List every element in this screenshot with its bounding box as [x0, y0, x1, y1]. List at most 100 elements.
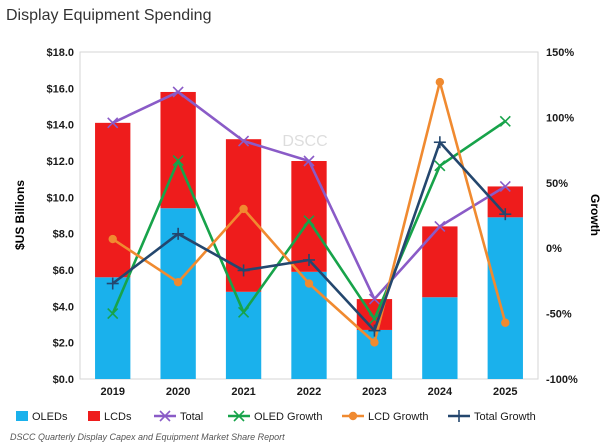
legend-item-total-growth: Total Growth: [448, 410, 536, 423]
legend-marker: [233, 410, 245, 422]
x-tick-label: 2022: [297, 386, 321, 398]
point-oled-growth: [107, 308, 119, 320]
point-oled-growth: [238, 306, 250, 318]
marker-stroke: [107, 308, 119, 320]
point-total: [172, 86, 184, 98]
point-total-growth: [499, 208, 512, 221]
marker-stroke: [159, 410, 171, 422]
legend-item-lcd-growth: LCD Growth: [342, 411, 429, 423]
marker-stroke: [368, 313, 380, 325]
chart-title: Display Equipment Spending: [6, 7, 211, 24]
point-total-growth: [433, 136, 446, 149]
x-tick-label: 2024: [428, 386, 453, 398]
point-lcd-growth: [435, 77, 445, 87]
legend-item-lcds: LCDs: [88, 411, 132, 423]
line-layer: [106, 77, 512, 347]
watermark-text: DSCC: [282, 133, 327, 150]
y2-tick-label: -100%: [546, 374, 578, 386]
legend-swatch: [16, 411, 28, 421]
point-lcd-growth: [304, 279, 314, 288]
left-axis: $0.0 $2.0 $4.0 $6.0 $8.0 $10.0 $12.0 $14.0 $16.0…: [46, 47, 74, 386]
point-total-growth: [368, 324, 381, 337]
source-note: DSCC Quarterly Display Capex and Equipme…: [10, 432, 285, 442]
point-lcd-growth: [108, 234, 117, 244]
y-tick-label: $12.0: [46, 156, 74, 168]
x-tick-label: 2025: [493, 386, 517, 398]
legend-marker: [159, 410, 171, 422]
marker-stroke: [303, 215, 315, 227]
marker-stroke: [368, 293, 380, 305]
marker-stroke: [303, 155, 315, 167]
right-axis: -100% -50% 0% 50% 100% 150%: [546, 47, 578, 386]
bar-oleds: [95, 277, 131, 379]
point-total: [303, 155, 315, 167]
point-total-growth: [237, 264, 250, 277]
x-tick-label: 2020: [166, 386, 190, 398]
legend-label: Total: [180, 411, 203, 423]
point-total: [368, 293, 380, 305]
legend-label: LCDs: [104, 411, 132, 423]
bar-oleds: [422, 297, 458, 379]
point-oled-growth: [434, 160, 446, 172]
marker-stroke: [434, 220, 446, 232]
bar-lcds: [422, 226, 458, 298]
y-tick-label: $14.0: [46, 120, 74, 132]
legend-label: OLED Growth: [254, 411, 322, 423]
y2-tick-label: 100%: [546, 112, 574, 124]
y-tick-label: $8.0: [53, 229, 74, 241]
y-tick-label: $2.0: [53, 338, 74, 350]
marker-stroke: [434, 160, 446, 172]
marker-stroke: [107, 117, 119, 129]
y2-tick-label: -50%: [546, 309, 572, 321]
y2-axis-title: Growth: [588, 194, 600, 236]
marker-stroke: [172, 86, 184, 98]
legend-item-oled-growth: OLED Growth: [228, 410, 322, 423]
x-axis: 2019 2020 2021 2022 2023 2024 2025: [100, 386, 517, 398]
point-total: [107, 117, 119, 129]
point-total: [499, 180, 511, 192]
y-tick-label: $18.0: [46, 47, 74, 59]
y-tick-label: $6.0: [53, 265, 74, 277]
marker-stroke: [172, 154, 184, 167]
y-tick-label: $16.0: [46, 83, 74, 95]
point-oled-growth: [172, 154, 184, 167]
legend-marker: [453, 410, 465, 422]
legend-item-total: Total: [154, 410, 203, 423]
legend-marker: [348, 411, 358, 421]
point-total: [434, 220, 446, 232]
x-tick-label: 2021: [231, 386, 255, 398]
x-tick-label: 2023: [362, 386, 386, 398]
legend-label: OLEDs: [32, 411, 68, 423]
point-total: [238, 135, 250, 147]
y-axis-title: $US Billions: [13, 180, 27, 250]
marker-stroke: [238, 135, 250, 147]
y-tick-label: $10.0: [46, 192, 74, 204]
point-lcd-growth: [501, 318, 510, 327]
marker-stroke: [499, 180, 511, 192]
bar-oleds: [487, 217, 523, 379]
legend-label: LCD Growth: [368, 411, 429, 423]
y2-tick-label: 0%: [546, 243, 562, 255]
point-lcd-growth: [370, 338, 379, 347]
point-total-growth: [172, 227, 185, 240]
legend-swatch: [88, 411, 100, 421]
x-tick-label: 2019: [100, 386, 124, 398]
y-tick-label: $4.0: [53, 301, 74, 313]
legend-label: Total Growth: [474, 411, 536, 423]
point-oled-growth: [303, 215, 315, 227]
point-lcd-growth: [239, 204, 248, 214]
y2-tick-label: 150%: [546, 47, 574, 59]
marker-stroke: [499, 115, 511, 127]
point-total-growth: [303, 253, 315, 266]
bar-oleds: [225, 291, 262, 379]
marker-stroke: [238, 306, 250, 318]
legend-item-oleds: OLEDs: [16, 411, 68, 423]
y-tick-label: $0.0: [53, 374, 74, 386]
y2-tick-label: 50%: [546, 178, 568, 190]
point-total-growth: [106, 277, 119, 290]
bar-lcds: [291, 161, 327, 272]
legend: OLEDs LCDs Total OLED Growth LCD Growth Total…: [16, 410, 536, 423]
point-oled-growth: [499, 115, 511, 127]
bar-lcds: [95, 122, 131, 278]
